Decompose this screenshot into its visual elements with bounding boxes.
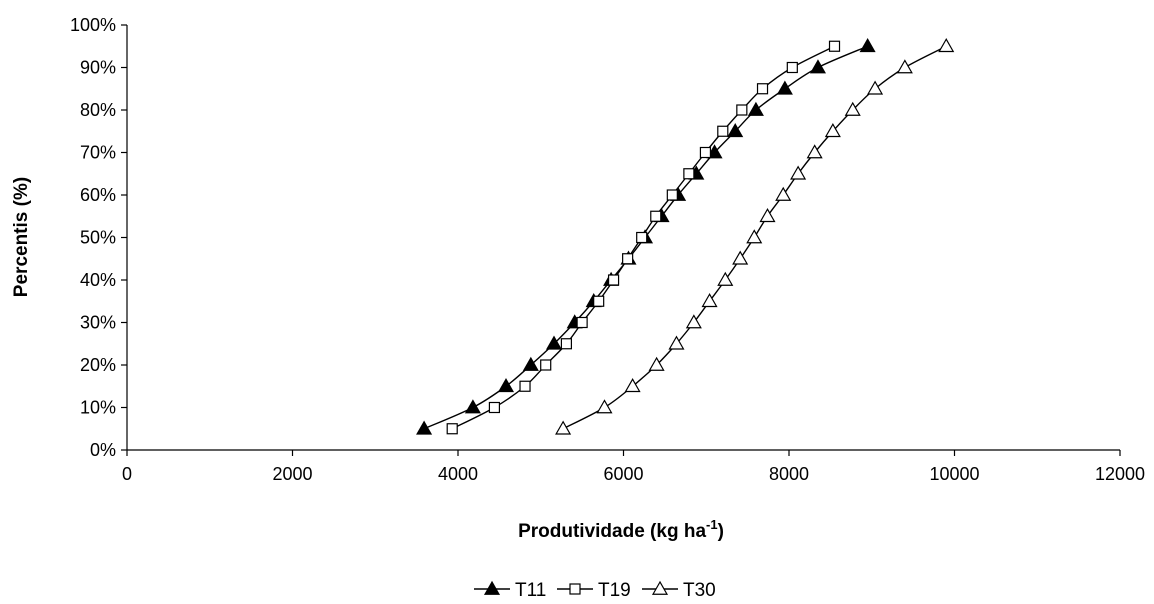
y-tick-label: 90% bbox=[80, 58, 116, 78]
data-point-T30 bbox=[896, 59, 913, 74]
data-point-T30 bbox=[648, 356, 665, 371]
data-point-T19 bbox=[736, 104, 748, 116]
data-point-T19 bbox=[717, 125, 729, 137]
x-tick-label: 4000 bbox=[438, 464, 478, 484]
data-point-T19 bbox=[446, 423, 458, 435]
data-point-T30 bbox=[806, 144, 823, 159]
data-point-T19 bbox=[828, 40, 841, 52]
x-axis-title: Produtividade (kg ha-1) bbox=[518, 517, 724, 542]
y-tick-label: 60% bbox=[80, 185, 116, 205]
data-point-T19 bbox=[666, 189, 678, 201]
data-point-T30 bbox=[775, 186, 792, 201]
data-point-T19 bbox=[593, 295, 605, 307]
legend-item-T30: T30 bbox=[642, 580, 716, 601]
series-T30 bbox=[555, 38, 955, 435]
x-tick-label: 10000 bbox=[929, 464, 979, 484]
data-point-T19 bbox=[519, 380, 531, 392]
data-point-T30 bbox=[555, 420, 572, 435]
data-point-T19 bbox=[488, 401, 501, 414]
y-ticks: 0% 10% 20% 30% 40% 50% 60% 70% 80% 90% 100% bbox=[70, 15, 127, 460]
data-point-T19 bbox=[540, 359, 552, 371]
x-tick-label: 6000 bbox=[603, 464, 643, 484]
data-point-T30 bbox=[759, 208, 776, 223]
data-point-T11 bbox=[706, 144, 723, 159]
data-point-T11 bbox=[859, 38, 876, 53]
data-point-T30 bbox=[732, 250, 749, 265]
legend-marker-T11 bbox=[483, 580, 501, 595]
data-point-T11 bbox=[545, 335, 563, 350]
data-point-T19 bbox=[699, 146, 712, 159]
data-point-T30 bbox=[867, 80, 884, 95]
data-point-T11 bbox=[522, 356, 539, 371]
data-point-T30 bbox=[717, 271, 734, 286]
y-tick-label: 40% bbox=[80, 270, 116, 290]
data-point-T11 bbox=[809, 59, 826, 74]
y-axis-title: Percentis (%) bbox=[11, 177, 32, 297]
data-point-T30 bbox=[596, 399, 613, 414]
legend-label: T30 bbox=[683, 580, 716, 601]
series-layer bbox=[416, 38, 955, 435]
legend-item-T19: T19 bbox=[557, 580, 631, 601]
y-tick-label: 30% bbox=[80, 313, 116, 333]
data-point-T11 bbox=[464, 399, 481, 414]
x-ticks: 0 2000 4000 6000 8000 10000 12000 bbox=[122, 450, 1145, 484]
data-point-T19 bbox=[622, 253, 634, 265]
y-tick-label: 70% bbox=[80, 143, 116, 163]
y-tick-label: 20% bbox=[80, 355, 116, 375]
data-point-T11 bbox=[497, 378, 515, 393]
data-point-T30 bbox=[824, 123, 841, 138]
x-tick-label: 2000 bbox=[272, 464, 312, 484]
data-point-T30 bbox=[668, 335, 685, 350]
data-point-T19 bbox=[786, 61, 798, 74]
x-tick-label: 12000 bbox=[1095, 464, 1145, 484]
data-point-T30 bbox=[938, 38, 955, 53]
data-point-T19 bbox=[636, 231, 648, 244]
x-axis-title-suffix: ) bbox=[718, 521, 724, 542]
legend-label: T11 bbox=[515, 580, 546, 601]
legend-marker-T30 bbox=[651, 580, 669, 595]
data-point-T11 bbox=[727, 123, 744, 138]
data-point-T19 bbox=[683, 168, 695, 180]
data-point-T30 bbox=[790, 165, 807, 180]
data-point-T30 bbox=[624, 378, 641, 393]
y-tick-label: 10% bbox=[80, 398, 116, 418]
data-point-T30 bbox=[701, 293, 718, 308]
x-tick-label: 8000 bbox=[769, 464, 809, 484]
y-tick-label: 0% bbox=[90, 440, 116, 460]
data-point-T19 bbox=[560, 338, 573, 350]
data-point-T11 bbox=[416, 420, 433, 435]
y-tick-label: 100% bbox=[70, 15, 116, 35]
x-axis-title-superscript: -1 bbox=[706, 517, 718, 532]
x-axis-title-main: Produtividade (kg ha bbox=[518, 521, 706, 542]
data-point-T19 bbox=[650, 210, 662, 222]
legend-label: T19 bbox=[598, 580, 631, 601]
legend-item-T11: T11 bbox=[474, 580, 546, 601]
series-T19 bbox=[446, 40, 841, 435]
data-point-T19 bbox=[607, 274, 620, 286]
data-point-T30 bbox=[685, 314, 702, 329]
legend-marker-T19 bbox=[569, 583, 581, 595]
data-point-T11 bbox=[776, 80, 793, 95]
y-tick-label: 80% bbox=[80, 100, 116, 120]
data-point-T11 bbox=[747, 101, 764, 116]
legend: T11 T19 T30 bbox=[474, 580, 716, 601]
data-point-T30 bbox=[844, 101, 861, 116]
y-tick-label: 50% bbox=[80, 228, 116, 248]
x-tick-label: 0 bbox=[122, 464, 132, 484]
data-point-T19 bbox=[756, 83, 769, 95]
data-point-T30 bbox=[746, 229, 763, 244]
data-point-T19 bbox=[576, 316, 588, 329]
